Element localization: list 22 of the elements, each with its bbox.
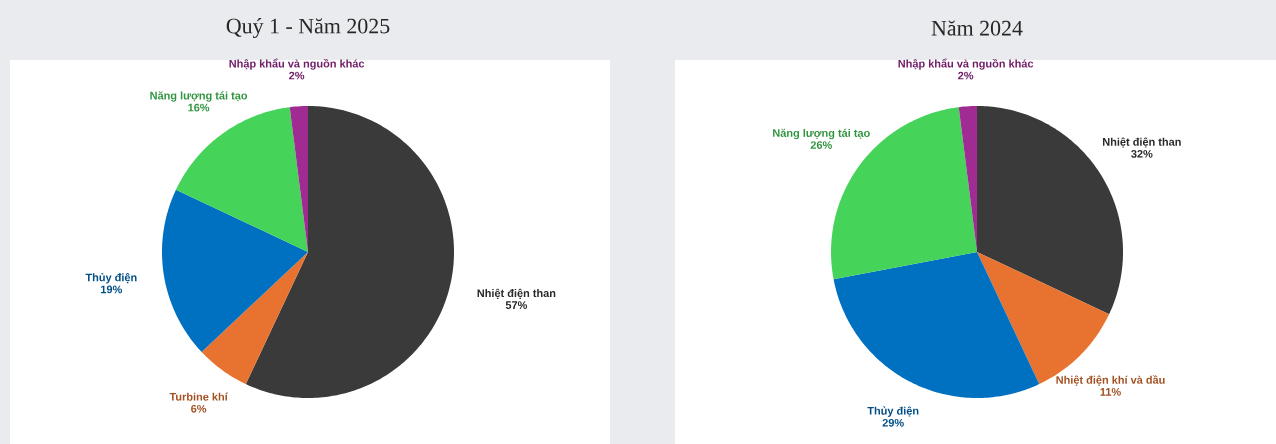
slice-label: Turbine khí <box>169 392 228 401</box>
data-label: 26% <box>810 141 832 149</box>
data-label: 6% <box>191 404 207 413</box>
data-label: 2% <box>958 71 974 80</box>
slice-label: Thủy điện <box>85 273 137 284</box>
data-label: 19% <box>101 285 123 294</box>
slice-label: Năng lượng tái tạo <box>150 91 248 102</box>
data-label: 16% <box>188 103 210 112</box>
data-label: 57% <box>505 301 528 310</box>
slice-label: Nhập khẩu và nguồn khác <box>898 58 1034 70</box>
chart-title: Năm 2024 <box>931 20 1023 36</box>
data-label: 29% <box>882 418 904 427</box>
slice-label: Thủy điện <box>867 406 919 417</box>
data-label: 2% <box>289 71 305 80</box>
slice-label: Năng lượng tái tạo <box>773 128 870 140</box>
slice-label: Nhiệt điện khí và dầu <box>1056 375 1165 386</box>
slice-label: Nhiệt điện than <box>477 288 556 299</box>
data-label: 11% <box>1100 388 1121 396</box>
slice-label: Nhiệt điện than <box>1103 137 1181 148</box>
slice-label: Nhập khẩu và nguồn khác <box>229 58 365 70</box>
chart-title: Quý 1 - Năm 2025 <box>226 18 390 38</box>
data-label: 32% <box>1131 149 1153 158</box>
